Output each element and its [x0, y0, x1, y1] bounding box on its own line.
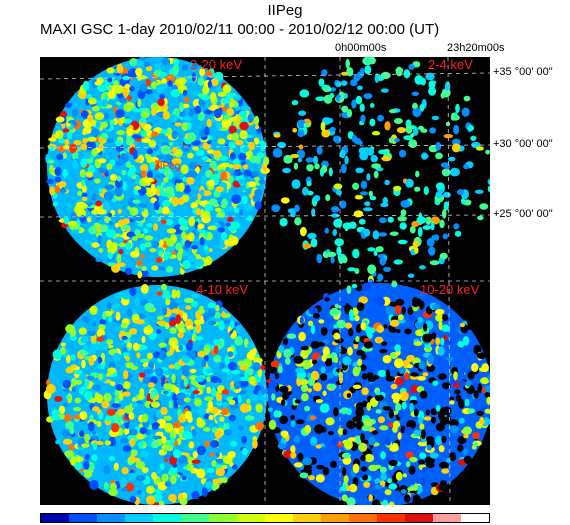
colorbar-swatch [433, 514, 461, 522]
source-marker-label: IIPeg [157, 161, 181, 172]
colorbar-swatch [69, 514, 97, 522]
band-label-4-10kev: 4-10 keV [196, 282, 249, 297]
colorbar-swatch [265, 514, 293, 522]
colorbar-swatch [293, 514, 321, 522]
colorbar-swatch [125, 514, 153, 522]
band-label-10-20kev: 10-20 keV [420, 282, 480, 297]
coordinate-grid [40, 57, 490, 505]
colorbar-swatch [377, 514, 405, 522]
colorbar-swatch [41, 514, 69, 522]
sky-panel-1 [271, 57, 490, 286]
dec-label-35: +35 °00' 00" [493, 66, 553, 78]
sky-panel-3 [266, 278, 490, 505]
colorbar-swatch [209, 514, 237, 522]
colorbar-swatch [321, 514, 349, 522]
ra-label-23h20m: 23h20m00s [447, 42, 505, 54]
dec-label-25: +25 °00' 00" [493, 208, 553, 220]
colorbar-swatch [97, 514, 125, 522]
colorbar-swatch [461, 514, 489, 522]
band-label-2-20kev: 2-20 keV [190, 57, 243, 72]
sky-map [40, 57, 490, 505]
dec-label-30: +30 °00' 00" [493, 138, 553, 150]
band-label-2-4kev: 2-4 keV [428, 57, 473, 72]
sky-image-frame: 2-20 keV 2-4 keV 4-10 keV 10-20 keV IIPe… [40, 57, 490, 505]
colorbar-swatch [405, 514, 433, 522]
colorbar-swatch [153, 514, 181, 522]
ra-label-0h: 0h00m00s [335, 42, 387, 54]
observation-subtitle: MAXI GSC 1-day 2010/02/11 00:00 - 2010/0… [40, 21, 440, 38]
object-title: IIPeg [267, 2, 303, 19]
colorbar-swatch [181, 514, 209, 522]
sky-panel-2 [43, 283, 271, 505]
sky-panel-0 [45, 57, 270, 279]
colorbar-swatch [349, 514, 377, 522]
intensity-colorbar [40, 513, 490, 523]
colorbar-swatch [237, 514, 265, 522]
